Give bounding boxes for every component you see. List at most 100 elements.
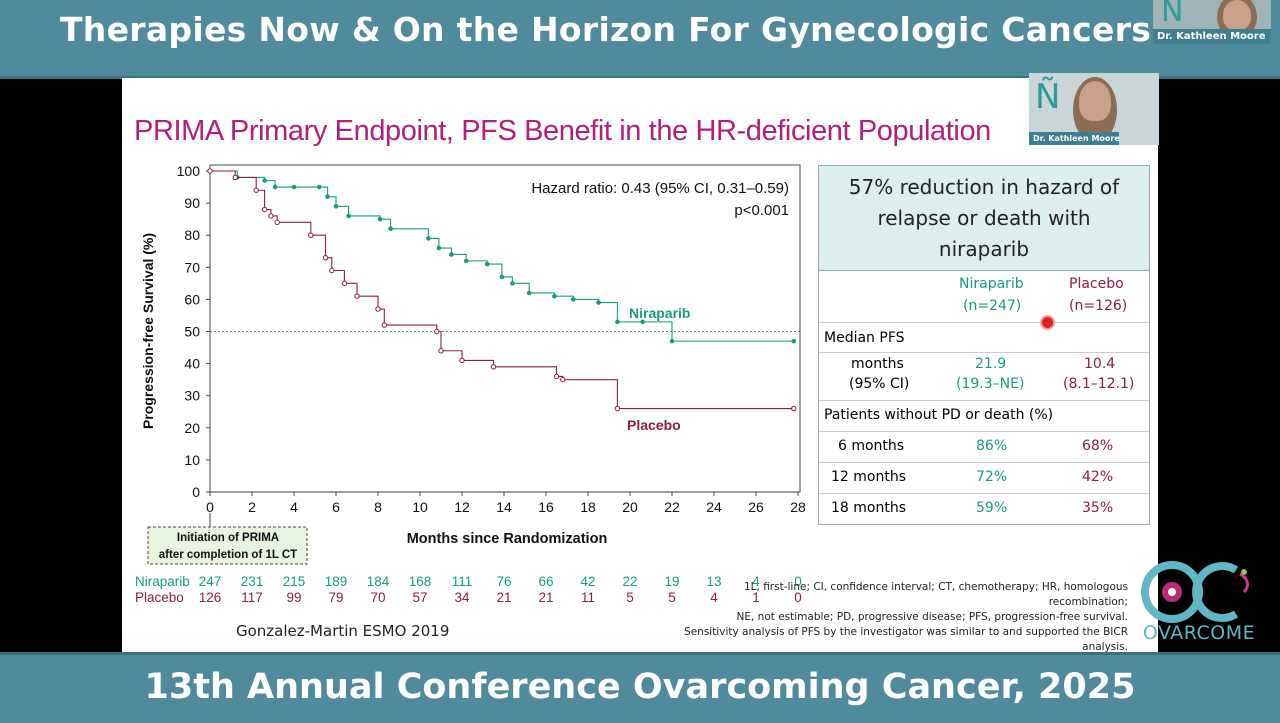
x-tick-label: 16 bbox=[538, 499, 554, 515]
stats-header-line1: 57% reduction in hazard of bbox=[848, 175, 1120, 199]
y-tick-label: 80 bbox=[184, 227, 200, 243]
censor-mark-placebo bbox=[375, 306, 381, 312]
stats-header-line3: niraparib bbox=[938, 237, 1030, 261]
censor-mark-niraparib bbox=[571, 297, 576, 302]
censor-mark-placebo bbox=[791, 405, 797, 412]
censor-mark-niraparib bbox=[510, 281, 515, 286]
y-tick-label: 20 bbox=[184, 420, 200, 436]
y-tick-label: 90 bbox=[184, 195, 200, 211]
censor-mark-placebo bbox=[560, 376, 566, 383]
series-line-placebo bbox=[210, 170, 794, 410]
censor-mark-niraparib bbox=[640, 319, 645, 325]
series-line-niraparib bbox=[210, 170, 794, 342]
row-12-months-niraparib: 72% bbox=[976, 469, 1008, 485]
top-banner: Therapies Now & On the Horizon For Gynec… bbox=[0, 0, 1280, 79]
logo-mark-icon bbox=[1141, 561, 1249, 623]
censor-mark-placebo bbox=[274, 219, 280, 226]
row-18-months-niraparib: 59% bbox=[976, 500, 1008, 516]
y-tick-label: 30 bbox=[184, 388, 200, 404]
censor-mark-niraparib bbox=[449, 252, 454, 257]
censor-mark-niraparib bbox=[526, 290, 532, 296]
x-tick-label: 14 bbox=[496, 499, 512, 515]
median-pfs-label: Median PFS bbox=[824, 330, 905, 346]
censor-mark-niraparib bbox=[272, 184, 278, 190]
footnote-line: analysis. bbox=[1082, 641, 1128, 653]
speaker-webcam-slide: Ñ Dr. Kathleen Moore bbox=[1029, 73, 1159, 145]
col-placebo-name: Placebo bbox=[1069, 276, 1124, 292]
stats-header: 57% reduction in hazard of relapse or de… bbox=[819, 166, 1149, 271]
row-6-months-placebo: 68% bbox=[1082, 438, 1114, 454]
x-tick-label: 6 bbox=[332, 499, 340, 515]
baseline-note-line: Initiation of PRIMA bbox=[177, 532, 279, 544]
at-risk-value-niraparib: 66 bbox=[538, 574, 553, 589]
x-tick-label: 0 bbox=[206, 499, 214, 515]
censor-mark-niraparib bbox=[291, 184, 297, 190]
stats-header-line2: relapse or death with bbox=[877, 206, 1091, 230]
y-axis-label: Progression-free Survival (%) bbox=[140, 233, 156, 429]
at-risk-value-niraparib: 247 bbox=[199, 574, 222, 589]
at-risk-value-niraparib: 13 bbox=[706, 574, 721, 589]
censor-mark-placebo bbox=[207, 168, 213, 174]
bottom-banner-title: 13th Annual Conference Ovarcoming Cancer… bbox=[144, 667, 1136, 707]
y-tick-label: 60 bbox=[184, 291, 200, 307]
x-tick-label: 2 bbox=[248, 499, 256, 515]
at-risk-value-niraparib: 111 bbox=[452, 574, 473, 589]
censor-mark-placebo bbox=[438, 348, 444, 354]
x-tick-label: 18 bbox=[580, 499, 596, 515]
censor-mark-niraparib bbox=[262, 178, 267, 183]
x-tick-label: 28 bbox=[790, 499, 806, 515]
censor-mark-niraparib bbox=[499, 274, 505, 280]
at-risk-value-placebo: 0 bbox=[794, 590, 802, 605]
logo-text: OVARCOME bbox=[1142, 622, 1256, 644]
censor-mark-placebo bbox=[329, 267, 335, 274]
footnote-line: Sensitivity analysis of PFS by the inves… bbox=[684, 626, 1128, 638]
col-placebo-n: (n=126) bbox=[1069, 298, 1128, 314]
censor-mark-placebo bbox=[253, 187, 259, 193]
footnote-line: NE, not estimable; PD, progressive disea… bbox=[736, 611, 1129, 623]
col-niraparib-name: Niraparib bbox=[959, 276, 1024, 292]
at-risk-value-placebo: 117 bbox=[241, 590, 263, 605]
footnote-line: recombination; bbox=[1048, 596, 1128, 608]
at-risk-value-placebo: 21 bbox=[538, 590, 553, 605]
ci-label: (95% CI) bbox=[849, 376, 910, 392]
row-12-months-label: 12 months bbox=[831, 469, 906, 485]
censor-mark-placebo bbox=[459, 357, 465, 364]
at-risk-value-placebo: 4 bbox=[710, 590, 718, 605]
censor-mark-niraparib bbox=[484, 261, 490, 267]
speaker-name-tag: Dr. Kathleen Moore bbox=[1153, 29, 1271, 44]
speaker-webcam-top: Ñ Dr. Kathleen Moore bbox=[1153, 0, 1271, 44]
pointer-dot bbox=[1042, 317, 1053, 328]
censor-mark-niraparib bbox=[426, 236, 431, 241]
footnote: 1L, first-line; CI, confidence interval;… bbox=[678, 580, 1128, 655]
at-risk-value-placebo: 34 bbox=[454, 590, 470, 605]
bottom-banner: 13th Annual Conference Ovarcoming Cancer… bbox=[0, 652, 1280, 723]
median-placebo: 10.4 bbox=[1084, 356, 1116, 372]
at-risk-value-niraparib: 22 bbox=[622, 574, 637, 589]
censor-mark-niraparib bbox=[463, 258, 469, 264]
at-risk-value-placebo: 79 bbox=[328, 590, 343, 605]
at-risk-value-niraparib: 4 bbox=[752, 574, 760, 589]
row-18-months-label: 18 months bbox=[831, 500, 906, 516]
ribbon-icon: Ñ bbox=[1035, 77, 1061, 117]
censor-mark-placebo bbox=[381, 322, 387, 328]
at-risk-value-placebo: 5 bbox=[626, 590, 634, 605]
at-risk-value-placebo: 126 bbox=[199, 590, 222, 605]
hazard-ratio-annotation: Hazard ratio: 0.43 (95% CI, 0.31–0.59) bbox=[531, 180, 789, 197]
y-tick-label: 10 bbox=[184, 452, 200, 468]
row-12-months-placebo: 42% bbox=[1082, 469, 1114, 485]
at-risk-value-placebo: 5 bbox=[668, 590, 676, 605]
censor-mark-niraparib bbox=[333, 204, 339, 209]
censor-mark-placebo bbox=[614, 405, 621, 412]
speaker-name-tag: Dr. Kathleen Moore bbox=[1029, 132, 1120, 145]
censor-mark-placebo bbox=[322, 254, 329, 261]
at-risk-value-niraparib: 231 bbox=[241, 574, 264, 589]
y-tick-label: 0 bbox=[192, 484, 200, 500]
slide-title: PRIMA Primary Endpoint, PFS Benefit in t… bbox=[134, 115, 991, 147]
row-18-months-placebo: 35% bbox=[1082, 500, 1114, 516]
y-tick-label: 50 bbox=[184, 324, 200, 340]
baseline-note-line: after completion of 1L CT bbox=[159, 549, 297, 561]
censor-mark-placebo bbox=[553, 373, 560, 380]
row-6-months-label: 6 months bbox=[838, 438, 905, 454]
at-risk-value-niraparib: 184 bbox=[367, 574, 390, 589]
